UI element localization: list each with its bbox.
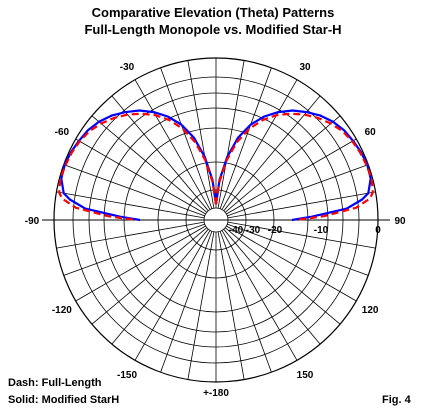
grid-spoke bbox=[134, 230, 211, 361]
grid-spoke bbox=[160, 231, 213, 373]
radial-tick-label: -10 bbox=[314, 225, 329, 236]
grid-spoke bbox=[223, 95, 321, 212]
grid-spoke bbox=[227, 191, 376, 219]
grid-spoke bbox=[91, 115, 208, 213]
grid-spoke bbox=[217, 231, 245, 380]
series-line-modified-starh bbox=[60, 109, 218, 222]
grid-spoke bbox=[160, 67, 213, 209]
legend-solid: Solid: Modified StarH bbox=[8, 394, 120, 406]
radial-tick-label: -40 bbox=[229, 225, 244, 236]
angle-tick-label: -30 bbox=[120, 62, 135, 73]
grid-spoke bbox=[221, 79, 298, 210]
grid-spoke bbox=[134, 79, 211, 210]
radial-tick-label: -30 bbox=[246, 225, 261, 236]
grid-spoke bbox=[227, 221, 376, 249]
grid-spoke bbox=[91, 227, 208, 325]
grid-spoke bbox=[219, 231, 272, 373]
grid-spoke bbox=[111, 95, 209, 212]
legend-dash: Dash: Full-Length bbox=[8, 377, 102, 389]
grid-spoke bbox=[63, 164, 205, 217]
grid-spoke bbox=[63, 223, 205, 276]
angle-tick-label: -150 bbox=[117, 370, 137, 381]
grid-spoke bbox=[227, 164, 369, 217]
angle-tick-label: 30 bbox=[299, 62, 311, 73]
grid-spoke bbox=[226, 225, 357, 302]
grid-spoke bbox=[226, 138, 357, 215]
grid-spoke bbox=[56, 221, 205, 249]
angle-tick-label: 150 bbox=[297, 370, 314, 381]
grid-spoke bbox=[224, 227, 341, 325]
grid-spoke bbox=[75, 225, 206, 302]
grid-spoke bbox=[219, 67, 272, 209]
grid-spoke bbox=[187, 231, 215, 380]
grid-spoke bbox=[111, 228, 209, 345]
tick-labels: +-180 -150 -120 -90 -60 -30 30 60 90 120 150 0 -10 -2… bbox=[25, 62, 406, 399]
grid-spoke bbox=[217, 60, 245, 209]
figure-label: Fig. 4 bbox=[382, 394, 411, 406]
series-line-full-length bbox=[58, 112, 218, 222]
angle-tick-label: +-180 bbox=[203, 388, 229, 399]
grid-spoke bbox=[187, 60, 215, 209]
angle-tick-label: -90 bbox=[25, 216, 40, 227]
grid-spoke bbox=[227, 223, 369, 276]
grid-spoke bbox=[223, 228, 321, 345]
series-line-full-length bbox=[214, 112, 374, 222]
angle-tick-label: 90 bbox=[394, 216, 406, 227]
radial-tick-label: -20 bbox=[268, 225, 283, 236]
grid-spoke bbox=[221, 230, 298, 361]
series-line-modified-starh bbox=[214, 109, 372, 222]
radial-tick-label: 0 bbox=[375, 225, 381, 236]
series-group bbox=[58, 109, 374, 222]
angle-tick-label: 120 bbox=[362, 305, 379, 316]
grid-spoke bbox=[224, 115, 341, 213]
angle-tick-label: -60 bbox=[55, 127, 70, 138]
grid-spoke bbox=[75, 138, 206, 215]
grid-spoke bbox=[56, 191, 205, 219]
polar-grid bbox=[42, 57, 390, 383]
angle-tick-label: -120 bbox=[52, 305, 72, 316]
angle-tick-label: 60 bbox=[365, 127, 377, 138]
chart-title: Comparative Elevation (Theta) Patterns bbox=[91, 5, 335, 20]
chart-subtitle: Full-Length Monopole vs. Modified Star-H bbox=[84, 22, 342, 37]
